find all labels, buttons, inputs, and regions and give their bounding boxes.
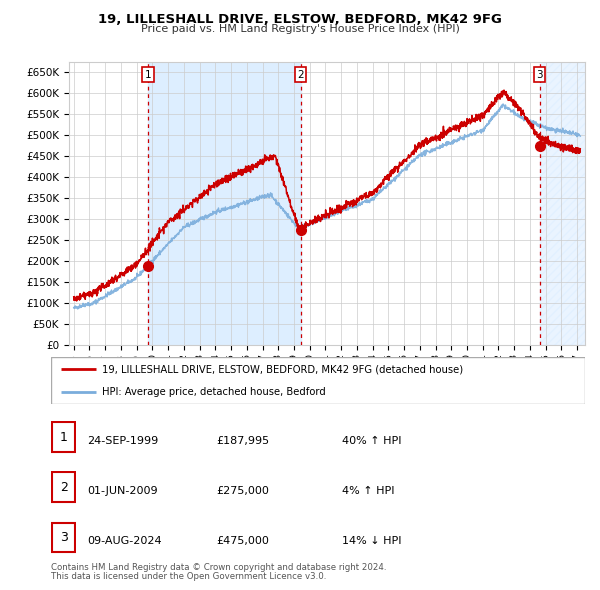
Text: 19, LILLESHALL DRIVE, ELSTOW, BEDFORD, MK42 9FG (detached house): 19, LILLESHALL DRIVE, ELSTOW, BEDFORD, M… [102, 365, 463, 375]
Text: 1: 1 [59, 431, 68, 444]
Text: 01-JUN-2009: 01-JUN-2009 [87, 486, 158, 496]
Text: £475,000: £475,000 [216, 536, 269, 546]
Text: 3: 3 [536, 70, 543, 80]
Text: Contains HM Land Registry data © Crown copyright and database right 2024.: Contains HM Land Registry data © Crown c… [51, 563, 386, 572]
Text: £275,000: £275,000 [216, 486, 269, 496]
Text: 2: 2 [297, 70, 304, 80]
Text: HPI: Average price, detached house, Bedford: HPI: Average price, detached house, Bedf… [102, 388, 325, 397]
FancyBboxPatch shape [51, 357, 585, 404]
Text: 24-SEP-1999: 24-SEP-1999 [87, 435, 158, 445]
Bar [539, 62, 600, 345]
Text: 14% ↓ HPI: 14% ↓ HPI [342, 536, 401, 546]
Text: 1: 1 [145, 70, 151, 80]
FancyBboxPatch shape [52, 473, 75, 502]
Text: This data is licensed under the Open Government Licence v3.0.: This data is licensed under the Open Gov… [51, 572, 326, 581]
Text: 3: 3 [59, 531, 68, 544]
Text: 40% ↑ HPI: 40% ↑ HPI [342, 435, 401, 445]
Text: 09-AUG-2024: 09-AUG-2024 [87, 536, 161, 546]
Text: 4% ↑ HPI: 4% ↑ HPI [342, 486, 395, 496]
FancyBboxPatch shape [52, 523, 75, 552]
Bar [148, 62, 301, 345]
Text: Price paid vs. HM Land Registry's House Price Index (HPI): Price paid vs. HM Land Registry's House … [140, 24, 460, 34]
Text: £187,995: £187,995 [216, 435, 269, 445]
FancyBboxPatch shape [52, 422, 75, 452]
Text: 19, LILLESHALL DRIVE, ELSTOW, BEDFORD, MK42 9FG: 19, LILLESHALL DRIVE, ELSTOW, BEDFORD, M… [98, 13, 502, 26]
Text: 2: 2 [59, 481, 68, 494]
